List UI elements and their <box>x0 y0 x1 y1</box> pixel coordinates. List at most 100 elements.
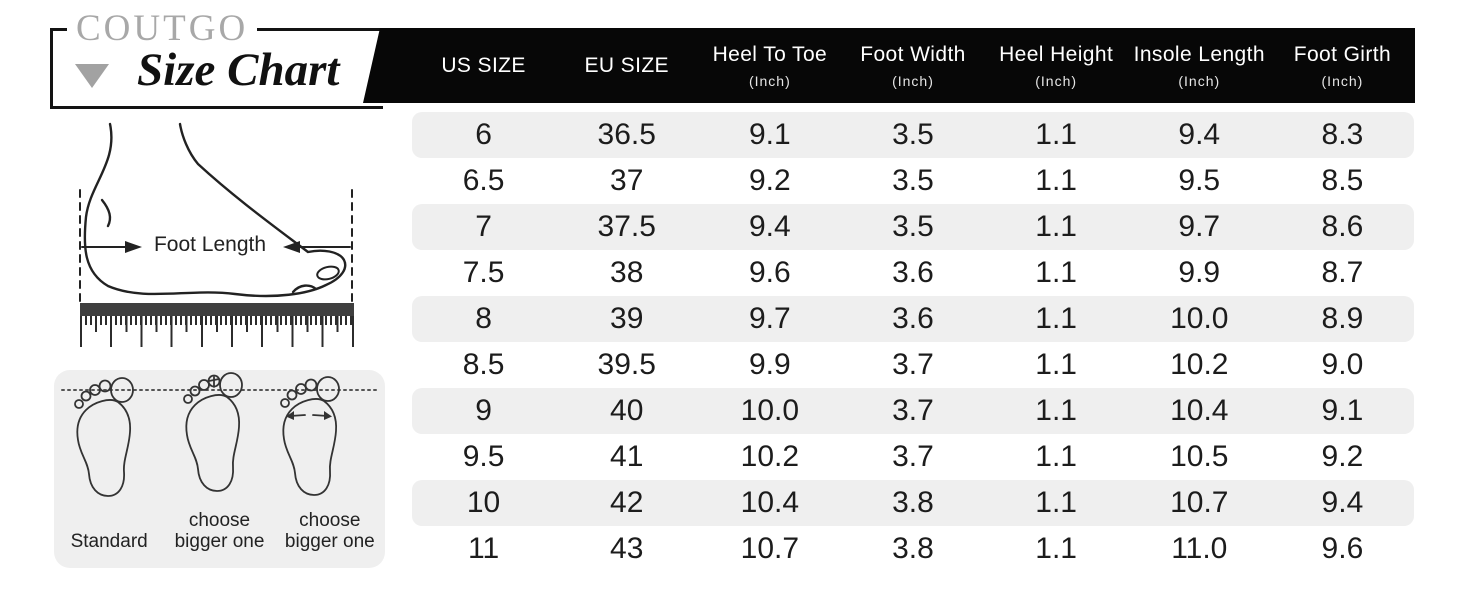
column-header: EU SIZE <box>555 28 698 103</box>
table-row: 114310.73.81.111.09.6 <box>412 526 1414 572</box>
column-header-label: US SIZE <box>441 54 525 78</box>
table-cell: 3.7 <box>841 440 984 474</box>
table-cell: 8.6 <box>1271 210 1414 244</box>
table-header-row: US SIZE EU SIZE Heel To Toe (Inch) Foot … <box>412 28 1414 103</box>
table-cell: 9.6 <box>698 256 841 290</box>
table-row: 6.5379.23.51.19.58.5 <box>412 158 1414 204</box>
table-cell: 7.5 <box>412 256 555 290</box>
column-header-label: Insole Length <box>1134 43 1265 67</box>
size-table: 636.59.13.51.19.48.36.5379.23.51.19.58.5… <box>412 112 1414 572</box>
table-cell: 9.4 <box>698 210 841 244</box>
table-cell: 1.1 <box>985 532 1128 566</box>
table-cell: 43 <box>555 532 698 566</box>
table-cell: 39 <box>555 302 698 336</box>
table-row: 8399.73.61.110.08.9 <box>412 296 1414 342</box>
fit-guide-panel: Standard choose bigger one choose bigger… <box>54 370 385 568</box>
table-cell: 1.1 <box>985 210 1128 244</box>
table-cell: 40 <box>555 394 698 428</box>
size-chart-page: COUTGO Size Chart US SIZE EU SIZE Heel T… <box>0 0 1464 600</box>
table-cell: 36.5 <box>555 118 698 152</box>
triangle-down-icon <box>75 64 109 88</box>
table-cell: 6 <box>412 118 555 152</box>
table-cell: 9.4 <box>1271 486 1414 520</box>
fit-guide-labels: Standard choose bigger one choose bigger… <box>54 506 385 562</box>
column-header-label: Heel To Toe <box>713 43 828 67</box>
table-cell: 9.6 <box>1271 532 1414 566</box>
fit-label-bigger-1: choose bigger one <box>164 510 274 552</box>
table-cell: 7 <box>412 210 555 244</box>
table-cell: 3.5 <box>841 118 984 152</box>
table-cell: 10.7 <box>698 532 841 566</box>
column-header: US SIZE <box>412 28 555 103</box>
table-cell: 1.1 <box>985 486 1128 520</box>
table-cell: 8.9 <box>1271 302 1414 336</box>
table-cell: 3.7 <box>841 348 984 382</box>
table-row: 8.539.59.93.71.110.29.0 <box>412 342 1414 388</box>
table-cell: 41 <box>555 440 698 474</box>
table-cell: 8.5 <box>412 348 555 382</box>
table-cell: 11.0 <box>1128 532 1271 566</box>
table-cell: 10.2 <box>698 440 841 474</box>
table-cell: 10.5 <box>1128 440 1271 474</box>
table-cell: 9.2 <box>698 164 841 198</box>
column-header-unit: (Inch) <box>1322 73 1364 89</box>
table-cell: 9.4 <box>1128 118 1271 152</box>
table-cell: 10.0 <box>1128 302 1271 336</box>
column-header-label: Foot Width <box>860 43 966 67</box>
table-cell: 3.6 <box>841 256 984 290</box>
column-header-label: Heel Height <box>999 43 1113 67</box>
table-cell: 3.5 <box>841 164 984 198</box>
column-header-unit: (Inch) <box>1178 73 1220 89</box>
table-cell: 9.9 <box>1128 256 1271 290</box>
column-header: Heel To Toe (Inch) <box>698 28 841 103</box>
column-header: Foot Width (Inch) <box>841 28 984 103</box>
table-cell: 9.0 <box>1271 348 1414 382</box>
fit-label-standard: Standard <box>54 531 164 552</box>
table-cell: 3.8 <box>841 532 984 566</box>
table-cell: 9.5 <box>412 440 555 474</box>
foot-length-label: Foot Length <box>145 233 275 256</box>
table-cell: 10.0 <box>698 394 841 428</box>
table-cell: 10.2 <box>1128 348 1271 382</box>
column-header-label: Foot Girth <box>1294 43 1391 67</box>
table-cell: 9.1 <box>1271 394 1414 428</box>
table-cell: 1.1 <box>985 394 1128 428</box>
column-header: Foot Girth (Inch) <box>1271 28 1414 103</box>
table-cell: 1.1 <box>985 164 1128 198</box>
table-row: 636.59.13.51.19.48.3 <box>412 112 1414 158</box>
table-cell: 9.7 <box>698 302 841 336</box>
table-cell: 10.7 <box>1128 486 1271 520</box>
table-cell: 3.6 <box>841 302 984 336</box>
table-cell: 3.5 <box>841 210 984 244</box>
table-cell: 1.1 <box>985 302 1128 336</box>
table-cell: 8.5 <box>1271 164 1414 198</box>
table-cell: 1.1 <box>985 440 1128 474</box>
table-cell: 6.5 <box>412 164 555 198</box>
table-cell: 1.1 <box>985 118 1128 152</box>
table-cell: 38 <box>555 256 698 290</box>
table-cell: 9 <box>412 394 555 428</box>
table-cell: 9.1 <box>698 118 841 152</box>
foot-length-illustration <box>50 122 370 304</box>
table-row: 104210.43.81.110.79.4 <box>412 480 1414 526</box>
table-cell: 10.4 <box>1128 394 1271 428</box>
table-cell: 9.2 <box>1271 440 1414 474</box>
table-cell: 42 <box>555 486 698 520</box>
footprints-illustration <box>54 370 385 510</box>
table-cell: 10 <box>412 486 555 520</box>
column-header-unit: (Inch) <box>892 73 934 89</box>
table-cell: 9.7 <box>1128 210 1271 244</box>
table-row: 737.59.43.51.19.78.6 <box>412 204 1414 250</box>
table-cell: 39.5 <box>555 348 698 382</box>
table-cell: 11 <box>412 532 555 566</box>
table-cell: 9.9 <box>698 348 841 382</box>
table-cell: 8.7 <box>1271 256 1414 290</box>
table-cell: 37 <box>555 164 698 198</box>
column-header-label: EU SIZE <box>584 54 668 78</box>
table-row: 94010.03.71.110.49.1 <box>412 388 1414 434</box>
size-chart-title: Size Chart <box>137 43 339 97</box>
table-cell: 37.5 <box>555 210 698 244</box>
table-cell: 1.1 <box>985 256 1128 290</box>
table-cell: 1.1 <box>985 348 1128 382</box>
table-row: 9.54110.23.71.110.59.2 <box>412 434 1414 480</box>
